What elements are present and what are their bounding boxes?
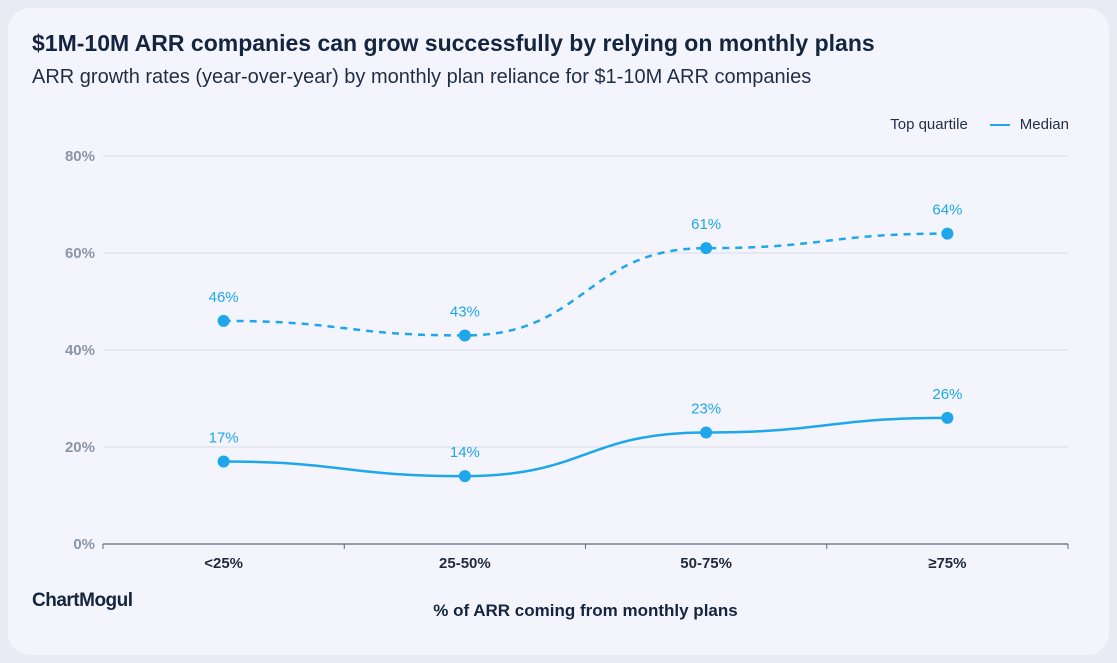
data-label-median: 17% [209, 430, 239, 447]
data-label-median: 23% [691, 400, 721, 417]
chart-card [8, 8, 1109, 655]
x-tick-label: <25% [204, 555, 243, 572]
data-point-median [458, 470, 471, 483]
legend-label-top-quartile: Top quartile [890, 116, 968, 133]
data-point-median [217, 455, 230, 468]
chart-subtitle: ARR growth rates (year-over-year) by mon… [32, 66, 812, 88]
y-tick-label: 20% [65, 439, 95, 456]
chartmogul-logo: ChartMogul [32, 590, 133, 611]
data-label-top-quartile: 43% [450, 303, 480, 320]
data-label-median: 14% [450, 444, 480, 461]
y-tick-label: 0% [73, 536, 95, 553]
data-point-median [941, 411, 954, 424]
data-label-median: 26% [932, 386, 962, 403]
series-line-top-quartile [223, 232, 948, 337]
data-label-top-quartile: 61% [691, 216, 721, 233]
x-tick-label: ≥75% [928, 555, 966, 572]
x-tick-label: 25-50% [439, 555, 491, 572]
x-axis-title: % of ARR coming from monthly plans [433, 601, 737, 620]
y-tick-label: 40% [65, 342, 95, 359]
x-tick-label: 50-75% [680, 555, 732, 572]
legend-label-median: Median [1019, 116, 1069, 133]
legend: Top quartile Median [890, 116, 1069, 133]
data-point-top-quartile [458, 329, 471, 342]
y-tick-label: 60% [65, 245, 95, 262]
data-point-top-quartile [941, 227, 954, 240]
data-label-top-quartile: 64% [932, 202, 962, 219]
data-label-top-quartile: 46% [209, 289, 239, 306]
series-line-median [223, 416, 948, 478]
data-point-median [700, 426, 713, 439]
legend-item-top-quartile: Top quartile [890, 116, 968, 133]
y-tick-label: 80% [65, 148, 95, 165]
data-point-top-quartile [700, 242, 713, 255]
legend-item-median: Median [989, 116, 1069, 133]
chart-title: $1M-10M ARR companies can grow successfu… [32, 30, 875, 56]
data-point-top-quartile [217, 314, 230, 327]
legend-swatch-median [989, 123, 1010, 126]
